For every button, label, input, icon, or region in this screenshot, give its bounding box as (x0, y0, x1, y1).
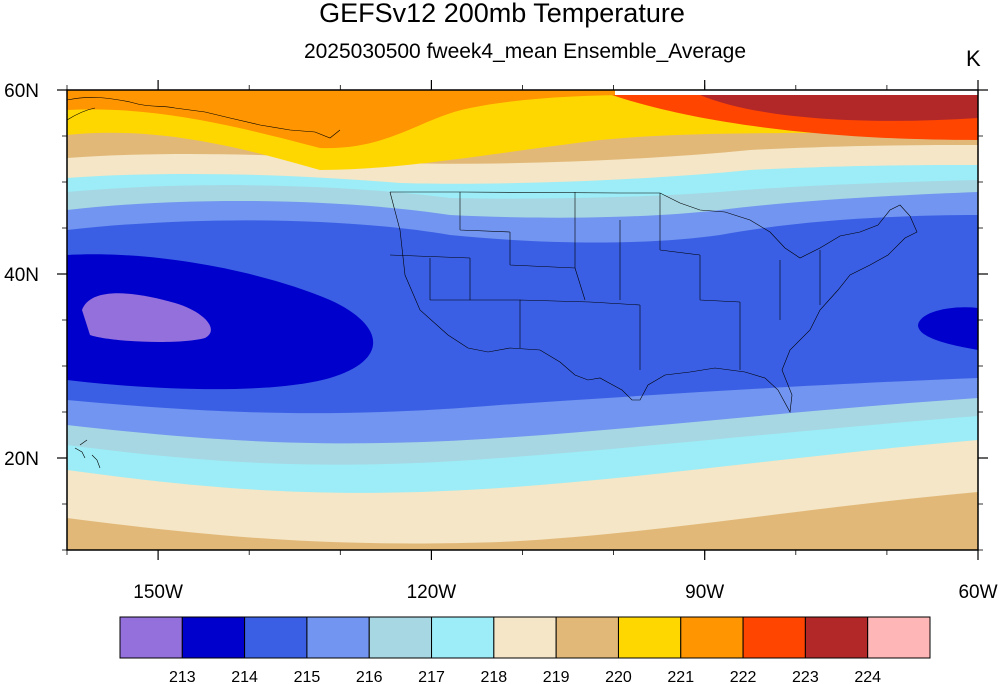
axis-ticks: 150W 120W 90W 60W 60N 40N 20N (4, 80, 998, 603)
colorbar-swatch (742, 616, 806, 659)
map-title: GEFSv12 200mb Temperature (319, 0, 685, 28)
colorbar-swatch (617, 616, 682, 659)
colorbar-label: 216 (356, 669, 383, 684)
colorbar-swatch (181, 616, 246, 659)
lat-tick-label: 40N (4, 265, 39, 286)
colorbar-swatch (431, 616, 495, 659)
colorbar-label: 222 (730, 669, 757, 684)
colorbar-label: 217 (418, 669, 445, 684)
lon-tick-label: 60W (958, 582, 997, 603)
colorbar-swatch (804, 616, 869, 659)
colorbar-label: 214 (231, 669, 258, 684)
colorbar-label: 219 (543, 669, 570, 684)
colorbar-label: 215 (294, 669, 321, 684)
colorbar-swatch (306, 616, 370, 659)
colorbar-label: 213 (169, 669, 196, 684)
colorbar-label: 220 (605, 669, 632, 684)
colorbar-label: 224 (854, 669, 881, 684)
colorbar-swatch (493, 616, 557, 659)
colorbar-swatch (867, 616, 931, 659)
colorbar-swatch (680, 616, 744, 659)
contour-fill-layer (67, 90, 978, 550)
units-label: K (966, 46, 981, 71)
lon-tick-label: 150W (133, 582, 183, 603)
colorbar: 213 214 215 216 217 218 219 220 221 222 223 224 (119, 616, 931, 684)
colorbar-label: 221 (667, 669, 694, 684)
coastline-layer (67, 97, 918, 469)
colorbar-label: 223 (792, 669, 819, 684)
lat-tick-label: 60N (4, 81, 39, 102)
lon-tick-label: 90W (685, 582, 724, 603)
colorbar-swatch (119, 616, 183, 659)
lat-tick-label: 20N (4, 449, 39, 470)
colorbar-swatch (555, 616, 619, 659)
map-subtitle: 2025030500 fweek4_mean Ensemble_Average (303, 40, 747, 63)
colorbar-label: 218 (480, 669, 507, 684)
colorbar-swatch (368, 616, 433, 659)
colorbar-swatch (244, 616, 308, 659)
lon-tick-label: 120W (407, 582, 457, 603)
